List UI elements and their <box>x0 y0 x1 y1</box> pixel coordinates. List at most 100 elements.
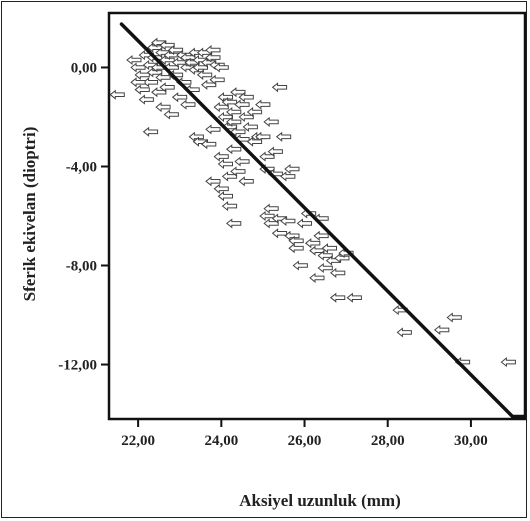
data-point <box>225 218 242 229</box>
data-point <box>271 82 288 93</box>
y-tick-label: -4,00 <box>66 159 97 175</box>
data-point <box>296 218 312 229</box>
y-axis-ticks: 0,00 -4,00 -8,00 -12,00 <box>58 60 109 374</box>
data-point <box>238 176 254 187</box>
data-point <box>126 54 142 66</box>
data-point <box>329 267 346 278</box>
data-point <box>263 203 279 214</box>
data-point <box>271 213 288 224</box>
data-point <box>234 156 250 167</box>
data-point <box>317 262 333 274</box>
data-point <box>255 99 271 110</box>
data-point <box>346 292 362 303</box>
data-point <box>167 45 184 56</box>
data-point <box>192 62 208 73</box>
data-point <box>275 131 292 142</box>
data-point <box>159 82 175 93</box>
y-axis-title: Sferik ekivelan (dioptri) <box>20 127 39 302</box>
data-point <box>217 111 233 123</box>
x-axis-ticks: 22,00 24,00 26,00 28,00 30,00 <box>121 419 488 449</box>
data-point <box>396 327 412 338</box>
data-point <box>246 136 263 147</box>
data-point <box>304 238 321 249</box>
data-points <box>109 37 516 368</box>
data-point <box>259 151 275 162</box>
data-point <box>238 92 254 103</box>
data-point <box>142 126 159 137</box>
data-point <box>280 215 296 227</box>
x-tick-label: 22,00 <box>121 433 155 449</box>
data-point <box>217 191 233 202</box>
data-point <box>433 324 450 335</box>
y-tick-label: -8,00 <box>66 259 97 275</box>
x-tick-label: 28,00 <box>371 433 405 449</box>
data-point <box>163 109 179 120</box>
data-point <box>230 126 246 137</box>
data-point <box>246 106 263 118</box>
data-point <box>313 230 329 241</box>
data-point <box>196 69 213 80</box>
data-point <box>263 218 279 229</box>
data-point <box>134 69 150 80</box>
data-point <box>171 92 188 103</box>
data-point <box>309 245 325 256</box>
data-point <box>263 116 279 127</box>
data-point <box>142 77 159 88</box>
data-point <box>130 77 146 88</box>
data-point <box>242 121 258 132</box>
x-tick-label: 24,00 <box>204 433 238 449</box>
data-point <box>267 146 283 157</box>
data-point <box>155 47 171 58</box>
data-point <box>259 210 275 222</box>
data-point <box>159 40 175 51</box>
data-point <box>446 312 462 323</box>
data-point <box>225 116 242 127</box>
data-point <box>271 228 288 239</box>
data-point <box>284 163 300 175</box>
data-point <box>134 84 150 95</box>
data-point <box>225 106 242 118</box>
data-point <box>288 243 304 254</box>
data-point <box>151 87 167 98</box>
data-point <box>317 250 333 261</box>
data-point <box>151 37 167 48</box>
data-point <box>217 158 233 170</box>
data-point <box>225 144 242 155</box>
data-point <box>146 42 163 53</box>
data-point <box>205 52 221 63</box>
data-point <box>155 72 171 83</box>
data-point <box>200 139 217 150</box>
data-point <box>321 243 337 254</box>
data-point <box>280 171 296 182</box>
data-point <box>196 47 213 58</box>
data-point <box>221 171 238 182</box>
data-point <box>184 57 200 68</box>
data-point <box>155 102 171 113</box>
data-point <box>329 292 346 303</box>
data-point <box>213 151 229 162</box>
plot-area <box>107 11 527 421</box>
data-point <box>292 260 308 271</box>
data-point <box>230 87 246 98</box>
data-point <box>221 201 238 212</box>
data-point <box>213 183 229 194</box>
data-point <box>180 99 196 110</box>
data-point <box>205 124 221 135</box>
data-point <box>325 255 342 266</box>
data-point <box>309 272 325 283</box>
data-point <box>213 62 229 73</box>
x-axis-title: Aksiyel uzunluk (mm) <box>239 491 401 510</box>
y-tick-label: -12,00 <box>58 358 97 374</box>
data-point <box>284 230 300 241</box>
data-point <box>500 357 516 368</box>
data-point <box>221 97 238 108</box>
x-tick-label: 30,00 <box>454 433 488 449</box>
regression-line <box>119 22 527 419</box>
data-point <box>213 102 229 113</box>
data-point <box>209 74 225 85</box>
data-point <box>142 59 159 71</box>
data-point <box>234 99 250 110</box>
data-point <box>238 111 254 123</box>
